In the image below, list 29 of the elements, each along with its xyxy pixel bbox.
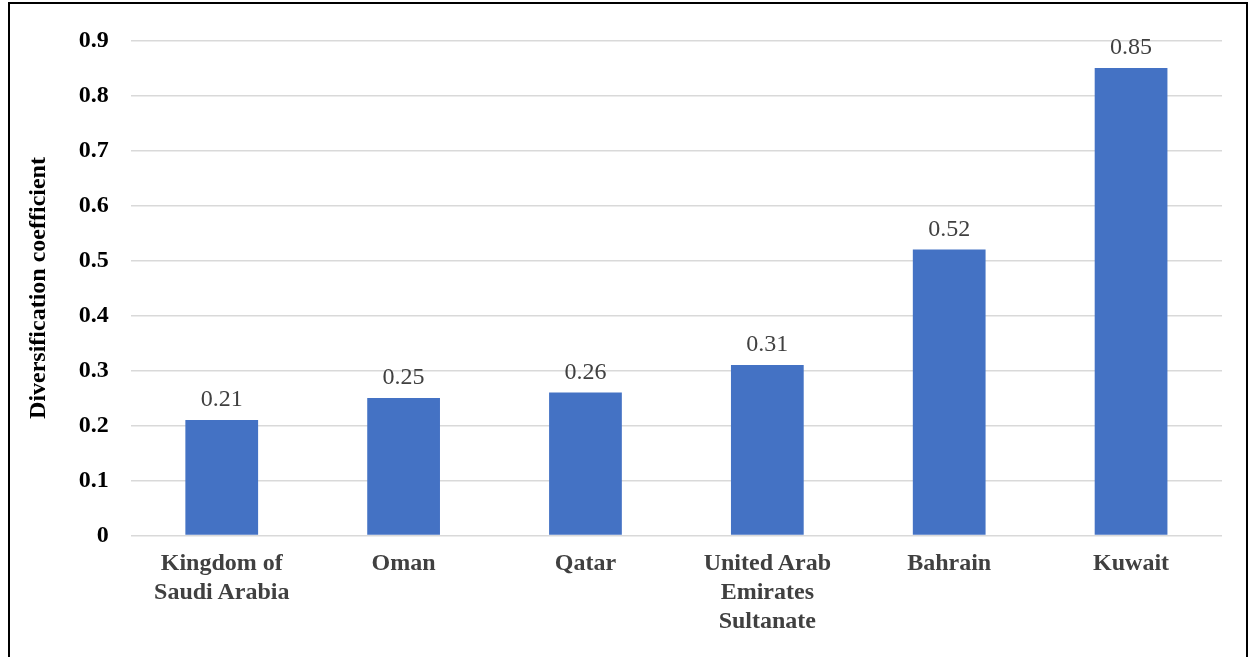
y-tick-label: 0.5 — [78, 245, 109, 272]
y-tick-label: 0.6 — [78, 190, 109, 217]
y-tick-label: 0.1 — [78, 465, 109, 492]
data-label: 0.85 — [1110, 33, 1153, 60]
x-tick-label: Bahrain — [907, 549, 992, 576]
data-label: 0.26 — [564, 357, 607, 384]
y-tick-label: 0.4 — [78, 300, 109, 327]
x-tick-label: Qatar — [554, 549, 617, 576]
y-tick-label: 0.9 — [78, 25, 109, 52]
x-tick-label: Kuwait — [1093, 549, 1170, 576]
data-label: 0.31 — [746, 330, 789, 357]
bar — [367, 398, 440, 535]
y-tick-label: 0.3 — [78, 355, 109, 382]
x-tick-label: Oman — [371, 549, 436, 576]
data-label: 0.21 — [200, 385, 243, 412]
data-label: 0.25 — [382, 363, 425, 390]
bar — [549, 392, 622, 535]
y-tick-label: 0.2 — [78, 410, 109, 437]
y-tick-label: 0 — [96, 520, 109, 547]
y-tick-label: 0.8 — [78, 80, 109, 107]
y-tick-label: 0.7 — [78, 135, 109, 162]
bar — [912, 249, 986, 535]
x-tick-label: Kingdom of Saudi Arabia — [154, 549, 290, 604]
data-label: 0.52 — [928, 214, 971, 241]
bar — [1094, 67, 1168, 535]
x-tick-label: United Arab Emirates Sultanate — [703, 549, 832, 633]
bar — [185, 420, 259, 535]
y-axis-title: Diversification coefficient — [23, 157, 50, 419]
bar — [730, 365, 804, 535]
